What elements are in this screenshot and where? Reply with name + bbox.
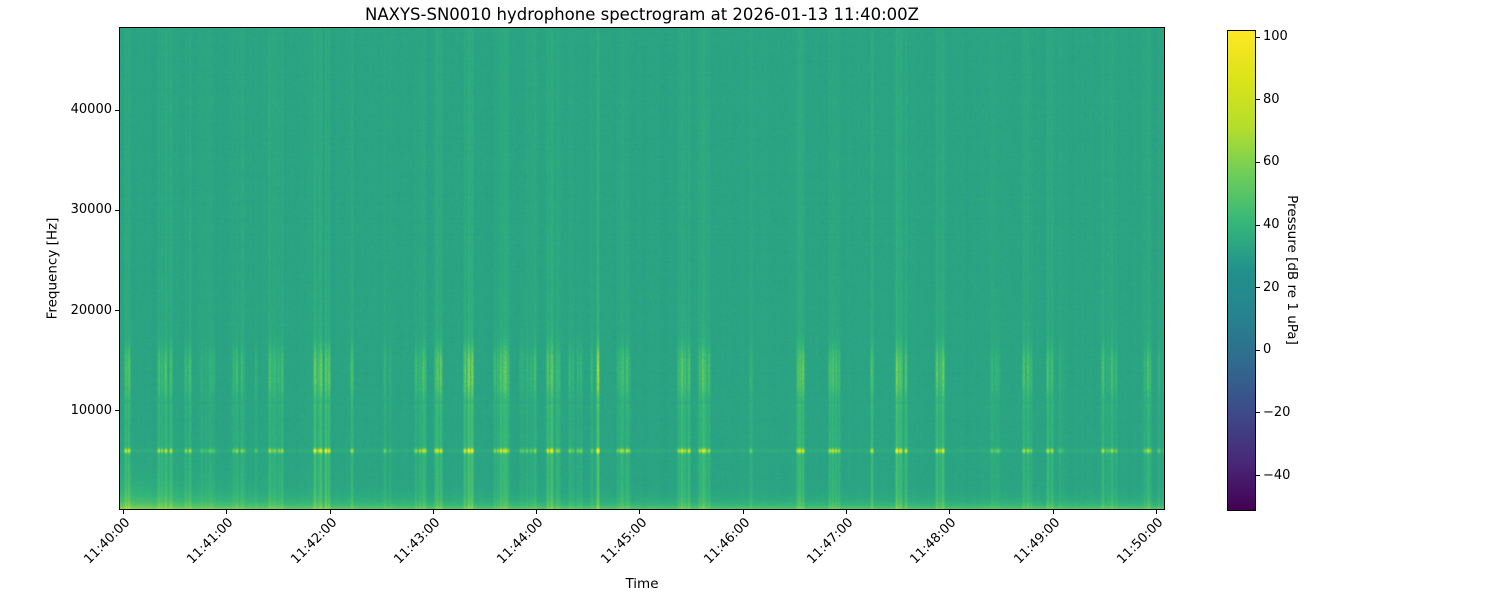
x-tick-label: 11:44:00 — [494, 515, 547, 568]
y-tick-label: 40000 — [70, 102, 112, 118]
x-tick-label: 11:45:00 — [597, 515, 650, 568]
x-tick-mark — [949, 510, 951, 514]
x-tick-label: 11:49:00 — [1011, 515, 1064, 568]
x-tick-label: 11:47:00 — [804, 515, 857, 568]
x-tick-mark — [846, 510, 848, 514]
colorbar-tick-label: 20 — [1263, 279, 1280, 295]
y-axis-label: Frequency [Hz] — [44, 217, 61, 320]
x-tick-label: 11:41:00 — [184, 515, 237, 568]
x-tick-label: 11:48:00 — [907, 515, 960, 568]
x-tick-mark — [226, 510, 228, 514]
spectrogram-heatmap — [120, 28, 1164, 509]
x-axis-label: Time — [625, 576, 659, 592]
colorbar-label: Pressure [dB re 1 uPa] — [1284, 195, 1300, 345]
colorbar-tick-label: −20 — [1263, 404, 1291, 420]
colorbar-tick-mark — [1256, 99, 1260, 101]
x-tick-label: 11:43:00 — [391, 515, 444, 568]
colorbar-gradient — [1228, 31, 1255, 510]
y-tick-label: 30000 — [70, 202, 112, 218]
x-tick-mark — [122, 510, 124, 514]
colorbar — [1227, 30, 1256, 511]
y-tick-label: 20000 — [70, 302, 112, 318]
y-tick-mark — [115, 109, 119, 111]
colorbar-tick-mark — [1256, 475, 1260, 477]
colorbar-tick-label: −40 — [1263, 467, 1291, 483]
colorbar-tick-mark — [1256, 412, 1260, 414]
colorbar-tick-label: 100 — [1263, 29, 1288, 45]
colorbar-tick-mark — [1256, 287, 1260, 289]
y-tick-label: 10000 — [70, 402, 112, 418]
x-tick-label: 11:40:00 — [81, 515, 134, 568]
plot-area — [119, 27, 1165, 510]
x-tick-label: 11:42:00 — [288, 515, 340, 568]
x-tick-mark — [329, 510, 331, 514]
y-tick-mark — [115, 310, 119, 312]
colorbar-tick-label: 40 — [1263, 217, 1280, 233]
colorbar-tick-mark — [1256, 349, 1260, 351]
x-tick-mark — [432, 510, 434, 514]
colorbar-tick-mark — [1256, 224, 1260, 226]
x-tick-mark — [536, 510, 538, 514]
colorbar-tick-label: 80 — [1263, 91, 1280, 107]
x-tick-mark — [1155, 510, 1157, 514]
x-tick-label: 11:50:00 — [1114, 515, 1167, 568]
y-tick-mark — [115, 209, 119, 211]
colorbar-tick-label: 60 — [1263, 154, 1280, 170]
colorbar-tick-mark — [1256, 36, 1260, 38]
x-tick-mark — [742, 510, 744, 514]
y-tick-mark — [115, 410, 119, 412]
x-tick-mark — [639, 510, 641, 514]
colorbar-tick-mark — [1256, 161, 1260, 163]
x-tick-mark — [1052, 510, 1054, 514]
colorbar-tick-label: 0 — [1263, 342, 1272, 358]
x-tick-label: 11:46:00 — [701, 515, 754, 568]
chart-title: NAXYS-SN0010 hydrophone spectrogram at 2… — [365, 5, 919, 24]
